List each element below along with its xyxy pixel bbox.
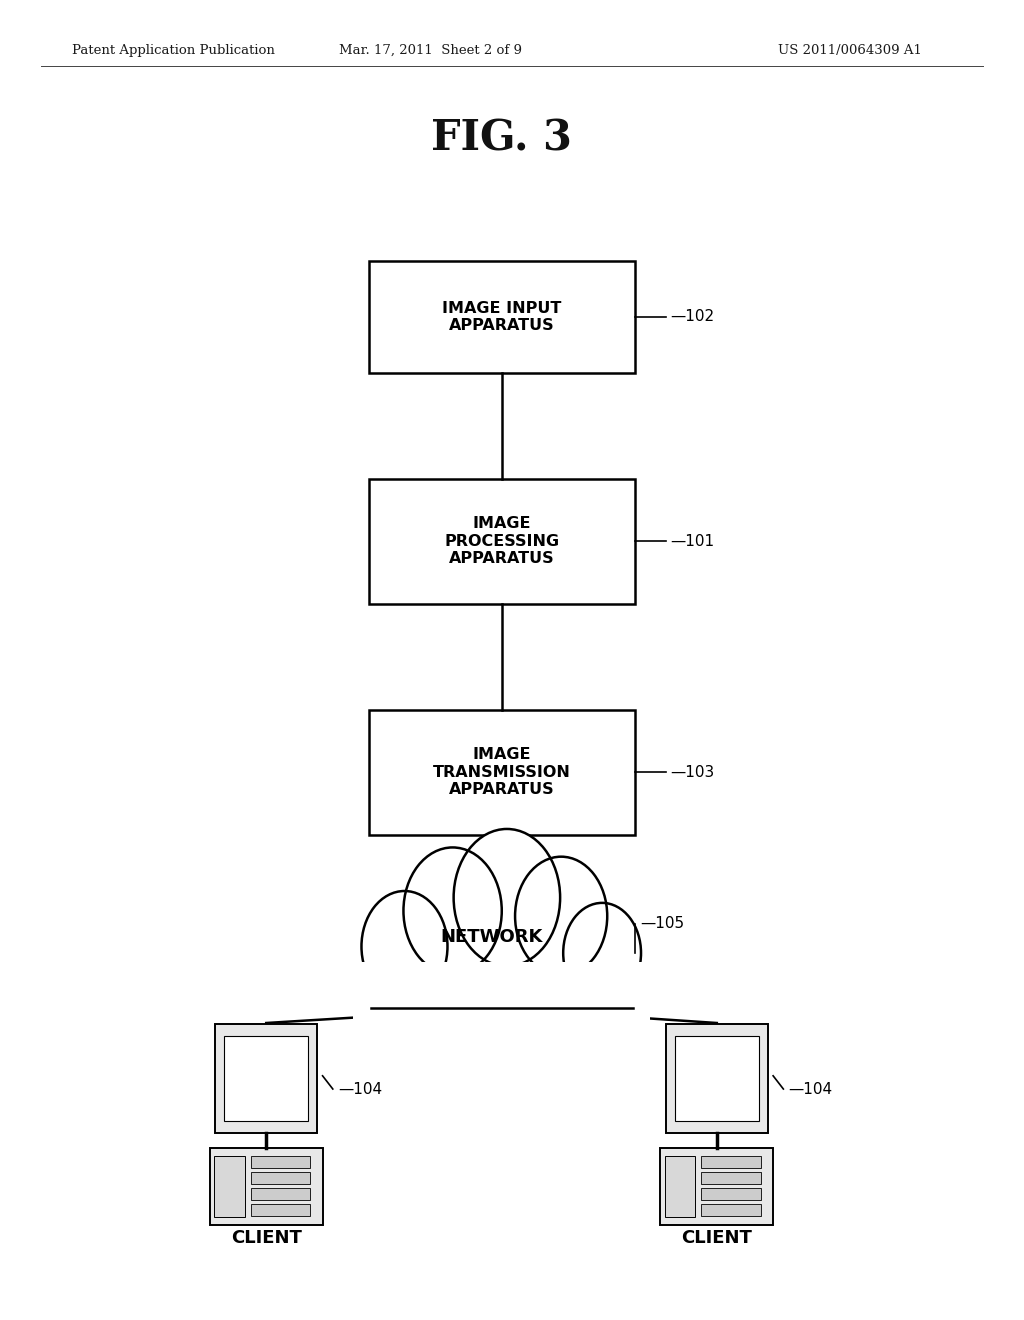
Text: —104: —104 [788, 1081, 833, 1097]
FancyBboxPatch shape [369, 710, 635, 836]
FancyBboxPatch shape [224, 1036, 308, 1121]
Text: CLIENT: CLIENT [230, 1229, 302, 1247]
FancyBboxPatch shape [353, 962, 650, 1035]
FancyBboxPatch shape [701, 1172, 761, 1184]
Circle shape [403, 847, 502, 974]
Text: IMAGE
PROCESSING
APPARATUS: IMAGE PROCESSING APPARATUS [444, 516, 559, 566]
Circle shape [563, 903, 641, 1003]
FancyBboxPatch shape [251, 1204, 310, 1216]
FancyBboxPatch shape [215, 1024, 317, 1133]
Text: FIG. 3: FIG. 3 [431, 117, 572, 160]
Circle shape [454, 829, 560, 966]
Text: —104: —104 [338, 1081, 382, 1097]
FancyBboxPatch shape [701, 1204, 761, 1216]
Text: NETWORK: NETWORK [440, 928, 543, 946]
FancyBboxPatch shape [358, 929, 645, 1008]
FancyBboxPatch shape [369, 479, 635, 605]
Text: IMAGE
TRANSMISSION
APPARATUS: IMAGE TRANSMISSION APPARATUS [433, 747, 570, 797]
Circle shape [361, 891, 447, 1002]
Text: US 2011/0064309 A1: US 2011/0064309 A1 [777, 44, 922, 57]
FancyBboxPatch shape [251, 1188, 310, 1200]
Text: IMAGE INPUT
APPARATUS: IMAGE INPUT APPARATUS [442, 301, 561, 333]
Text: —101: —101 [671, 533, 715, 549]
Text: Patent Application Publication: Patent Application Publication [72, 44, 274, 57]
Text: Mar. 17, 2011  Sheet 2 of 9: Mar. 17, 2011 Sheet 2 of 9 [339, 44, 521, 57]
Text: —102: —102 [671, 309, 715, 325]
FancyBboxPatch shape [675, 1036, 759, 1121]
FancyBboxPatch shape [214, 1156, 245, 1217]
Circle shape [515, 857, 607, 975]
FancyBboxPatch shape [210, 1148, 323, 1225]
FancyBboxPatch shape [660, 1148, 773, 1225]
FancyBboxPatch shape [701, 1188, 761, 1200]
FancyBboxPatch shape [666, 1024, 768, 1133]
FancyBboxPatch shape [665, 1156, 695, 1217]
Text: CLIENT: CLIENT [681, 1229, 753, 1247]
FancyBboxPatch shape [701, 1156, 761, 1168]
FancyBboxPatch shape [369, 261, 635, 372]
Text: —105: —105 [640, 916, 684, 932]
FancyBboxPatch shape [251, 1156, 310, 1168]
Text: —103: —103 [671, 764, 715, 780]
FancyBboxPatch shape [251, 1172, 310, 1184]
